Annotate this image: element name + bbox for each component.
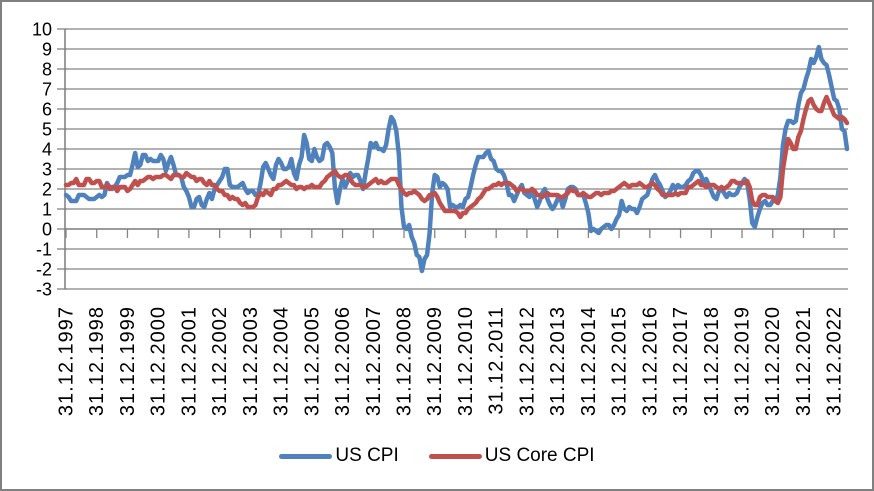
x-tick-label: 31.12.2020 xyxy=(762,306,784,416)
y-tick-label: 1 xyxy=(42,200,52,220)
x-tick-label: 31.12.2004 xyxy=(271,306,293,416)
x-axis-ticks xyxy=(65,229,835,238)
x-tick-label: 31.12.2021 xyxy=(793,306,815,416)
x-tick-label: 31.12.2015 xyxy=(609,306,631,416)
y-tick-label: 9 xyxy=(42,40,52,60)
x-tick-label: 31.12.1999 xyxy=(117,306,139,416)
y-tick-label: -3 xyxy=(36,280,52,300)
legend-label-us-cpi: US CPI xyxy=(335,445,399,466)
gridlines xyxy=(65,28,848,290)
y-tick-label: 8 xyxy=(42,60,52,80)
us-core-cpi-line-swatch xyxy=(428,453,482,459)
x-tick-label: 31.12.2005 xyxy=(301,306,323,416)
y-tick-label: 5 xyxy=(42,120,52,140)
x-tick-label: 31.12.1997 xyxy=(56,306,78,416)
x-tick-label: 31.12.2003 xyxy=(240,306,262,416)
series-line-us-core-cpi xyxy=(63,94,850,220)
x-tick-label: 31.12.2008 xyxy=(394,306,416,416)
x-tick-label: 31.12.1998 xyxy=(86,306,108,416)
x-tick-label: 31.12.2018 xyxy=(701,306,723,416)
x-tick-label: 31.12.2001 xyxy=(178,306,200,416)
y-tick-label: 3 xyxy=(42,160,52,180)
x-tick-label: 31.12.2009 xyxy=(424,306,446,416)
y-tick-label: -2 xyxy=(36,260,52,280)
x-tick-label: 31.12.2013 xyxy=(547,306,569,416)
y-tick-label: 2 xyxy=(42,180,52,200)
y-tick-label: 0 xyxy=(42,220,52,240)
legend-item-us-cpi: US CPI xyxy=(279,445,399,467)
y-tick-label: 6 xyxy=(42,100,52,120)
x-tick-label: 31.12.2010 xyxy=(455,306,477,416)
x-tick-label: 31.12.2019 xyxy=(732,306,754,416)
x-tick-label: 31.12.2022 xyxy=(824,306,846,416)
legend: US CPI US Core CPI xyxy=(2,442,872,470)
y-tick-label: 7 xyxy=(42,80,52,100)
x-tick-label: 31.12.2012 xyxy=(516,306,538,416)
x-tick-label: 31.12.2002 xyxy=(209,306,231,416)
x-axis-labels: 31.12.1997 31.12.1998 31.12.1999 31.12.2000… xyxy=(56,306,846,416)
y-tick-label: -1 xyxy=(36,240,52,260)
x-tick-label: 31.12.2017 xyxy=(670,306,692,416)
y-tick-label: 10 xyxy=(32,20,52,40)
y-tick-label: 4 xyxy=(42,140,52,160)
x-tick-label: 31.12.2014 xyxy=(578,306,600,416)
x-tick-label: 31.12.2006 xyxy=(332,306,354,416)
series-line-us-cpi xyxy=(63,44,850,274)
x-tick-label: 31.12.2011 xyxy=(486,306,508,415)
x-tick-label: 31.12.2016 xyxy=(639,306,661,416)
us-cpi-line-swatch xyxy=(279,453,333,459)
legend-item-us-core-cpi: US Core CPI xyxy=(428,445,595,467)
legend-label-us-core-cpi: US Core CPI xyxy=(484,445,595,466)
x-tick-label: 31.12.2007 xyxy=(363,306,385,416)
x-tick-label: 31.12.2000 xyxy=(148,306,170,416)
